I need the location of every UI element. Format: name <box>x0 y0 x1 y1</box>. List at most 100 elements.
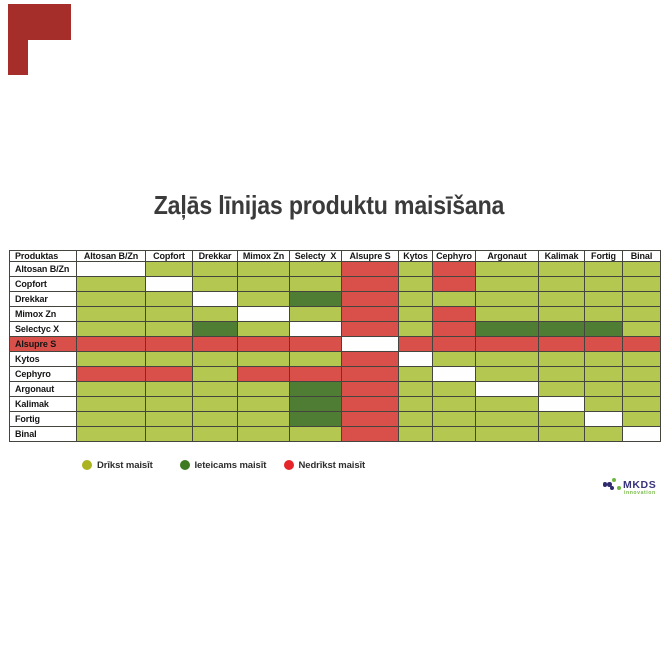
matrix-cell-cephyro-selecty-x <box>290 367 342 382</box>
column-header-altosan-b-zn: Altosan B/Zn <box>77 250 146 262</box>
column-header-kytos: Kytos <box>399 250 433 262</box>
matrix-cell-mimox-zn-mimox-zn <box>238 307 290 322</box>
matrix-cell-mimox-zn-argonaut <box>476 307 539 322</box>
matrix-cell-cephyro-kalimak <box>539 367 585 382</box>
matrix-cell-alsupre-s-selecty-x <box>290 337 342 352</box>
matrix-cell-argonaut-binal <box>623 382 661 397</box>
matrix-cell-mimox-zn-alsupre-s <box>342 307 399 322</box>
matrix-cell-kytos-altosan-b-zn <box>77 352 146 367</box>
matrix-cell-kalimak-kalimak <box>539 397 585 412</box>
matrix-cell-copfort-kalimak <box>539 277 585 292</box>
matrix-cell-alsupre-s-copfort <box>146 337 193 352</box>
matrix-cell-binal-alsupre-s <box>342 427 399 442</box>
matrix-cell-alsupre-s-mimox-zn <box>238 337 290 352</box>
matrix-cell-altosan-b-zn-fortig <box>585 262 623 277</box>
legend-dot-icon <box>283 460 294 470</box>
matrix-cell-kalimak-copfort <box>146 397 193 412</box>
matrix-cell-kalimak-alsupre-s <box>342 397 399 412</box>
matrix-cell-cephyro-fortig <box>585 367 623 382</box>
matrix-cell-copfort-altosan-b-zn <box>77 277 146 292</box>
matrix-cell-argonaut-kytos <box>399 382 433 397</box>
row-header-drekkar: Drekkar <box>9 292 77 307</box>
matrix-cell-altosan-b-zn-mimox-zn <box>238 262 290 277</box>
matrix-cell-drekkar-kytos <box>399 292 433 307</box>
matrix-cell-cephyro-kytos <box>399 367 433 382</box>
matrix-cell-cephyro-altosan-b-zn <box>77 367 146 382</box>
matrix-cell-fortig-mimox-zn <box>238 412 290 427</box>
matrix-cell-mimox-zn-cephyro <box>433 307 476 322</box>
matrix-cell-copfort-copfort <box>146 277 193 292</box>
legend-label: Drīkst maisīt <box>97 459 153 471</box>
matrix-cell-binal-cephyro <box>433 427 476 442</box>
matrix-cell-cephyro-binal <box>623 367 661 382</box>
matrix-cell-alsupre-s-cephyro <box>433 337 476 352</box>
matrix-cell-argonaut-mimox-zn <box>238 382 290 397</box>
matrix-cell-kalimak-cephyro <box>433 397 476 412</box>
matrix-cell-altosan-b-zn-binal <box>623 262 661 277</box>
matrix-cell-binal-kalimak <box>539 427 585 442</box>
matrix-cell-kytos-copfort <box>146 352 193 367</box>
row-header-cephyro: Cephyro <box>9 367 77 382</box>
matrix-cell-binal-kytos <box>399 427 433 442</box>
matrix-cell-drekkar-cephyro <box>433 292 476 307</box>
matrix-cell-argonaut-copfort <box>146 382 193 397</box>
logo-dot-icon <box>607 482 612 487</box>
legend-item-y: Drīkst maisīt <box>82 460 153 471</box>
matrix-cell-argonaut-fortig <box>585 382 623 397</box>
matrix-cell-mimox-zn-copfort <box>146 307 193 322</box>
matrix-cell-binal-mimox-zn <box>238 427 290 442</box>
matrix-cell-fortig-binal <box>623 412 661 427</box>
matrix-cell-mimox-zn-selecty-x <box>290 307 342 322</box>
matrix-cell-drekkar-argonaut <box>476 292 539 307</box>
row-header-alsupre-s: Alsupre S <box>9 337 77 352</box>
matrix-cell-drekkar-copfort <box>146 292 193 307</box>
matrix-cell-cephyro-cephyro <box>433 367 476 382</box>
matrix-cell-alsupre-s-argonaut <box>476 337 539 352</box>
matrix-cell-kalimak-selecty-x <box>290 397 342 412</box>
matrix-cell-drekkar-mimox-zn <box>238 292 290 307</box>
matrix-cell-binal-argonaut <box>476 427 539 442</box>
matrix-cell-cephyro-copfort <box>146 367 193 382</box>
matrix-cell-copfort-binal <box>623 277 661 292</box>
row-header-fortig: Fortig <box>9 412 77 427</box>
matrix-cell-kalimak-altosan-b-zn <box>77 397 146 412</box>
matrix-cell-altosan-b-zn-drekkar <box>193 262 238 277</box>
matrix-cell-argonaut-cephyro <box>433 382 476 397</box>
matrix-cell-binal-drekkar <box>193 427 238 442</box>
matrix-cell-selectyc-x-drekkar <box>193 322 238 337</box>
matrix-cell-drekkar-binal <box>623 292 661 307</box>
matrix-cell-argonaut-selecty-x <box>290 382 342 397</box>
matrix-cell-altosan-b-zn-copfort <box>146 262 193 277</box>
matrix-cell-selectyc-x-binal <box>623 322 661 337</box>
matrix-cell-kalimak-fortig <box>585 397 623 412</box>
matrix-cell-selectyc-x-selecty-x <box>290 322 342 337</box>
matrix-cell-mimox-zn-altosan-b-zn <box>77 307 146 322</box>
matrix-cell-kytos-fortig <box>585 352 623 367</box>
matrix-cell-altosan-b-zn-selecty-x <box>290 262 342 277</box>
matrix-cell-fortig-argonaut <box>476 412 539 427</box>
legend-label: Nedrīkst maisīt <box>298 459 366 471</box>
page-title: Zaļās līnijas produktu maisīšana <box>153 190 505 220</box>
matrix-cell-selectyc-x-cephyro <box>433 322 476 337</box>
matrix-cell-kytos-drekkar <box>193 352 238 367</box>
matrix-cell-alsupre-s-drekkar <box>193 337 238 352</box>
matrix-cell-fortig-altosan-b-zn <box>77 412 146 427</box>
matrix-cell-drekkar-fortig <box>585 292 623 307</box>
matrix-cell-altosan-b-zn-cephyro <box>433 262 476 277</box>
row-header-binal: Binal <box>9 427 77 442</box>
legend-dot-icon <box>82 460 92 470</box>
matrix-cell-cephyro-argonaut <box>476 367 539 382</box>
matrix-cell-kalimak-argonaut <box>476 397 539 412</box>
matrix-cell-altosan-b-zn-kalimak <box>539 262 585 277</box>
matrix-cell-drekkar-kalimak <box>539 292 585 307</box>
corner-header: Produktas <box>9 250 77 262</box>
matrix-cell-argonaut-kalimak <box>539 382 585 397</box>
column-header-binal: Binal <box>623 250 661 262</box>
matrix-cell-cephyro-alsupre-s <box>342 367 399 382</box>
row-header-argonaut: Argonaut <box>9 382 77 397</box>
matrix-cell-altosan-b-zn-alsupre-s <box>342 262 399 277</box>
matrix-cell-altosan-b-zn-argonaut <box>476 262 539 277</box>
matrix-cell-kytos-argonaut <box>476 352 539 367</box>
matrix-cell-fortig-fortig <box>585 412 623 427</box>
matrix-cell-argonaut-argonaut <box>476 382 539 397</box>
